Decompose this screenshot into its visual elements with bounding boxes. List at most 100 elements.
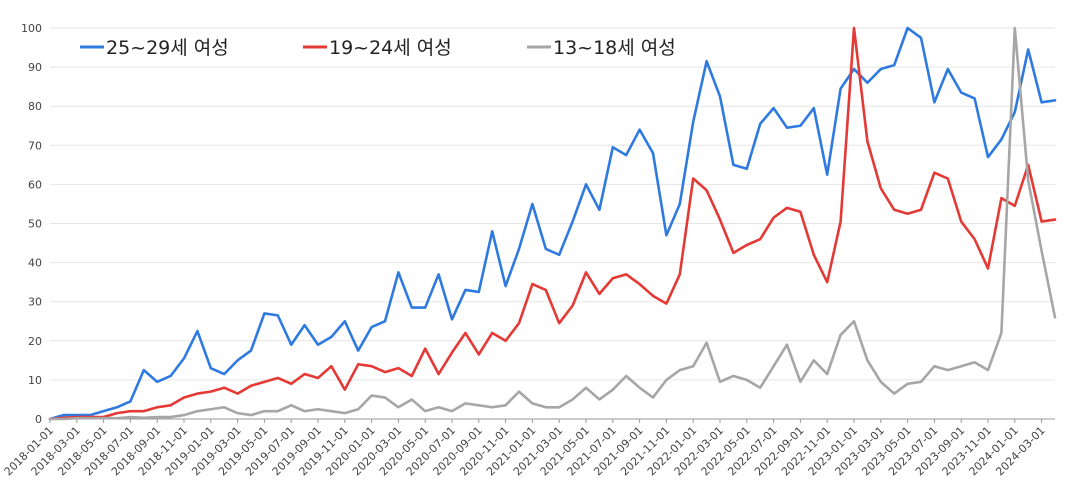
data-point (410, 306, 414, 310)
data-point (437, 372, 441, 376)
data-point (370, 394, 374, 398)
data-point (396, 270, 400, 274)
data-point (906, 26, 910, 30)
data-point (383, 319, 387, 323)
data-point (571, 220, 575, 224)
data-point (611, 388, 615, 392)
data-point (182, 356, 186, 360)
data-point (450, 317, 454, 321)
data-point (477, 403, 481, 407)
data-point (249, 384, 253, 388)
data-point (664, 378, 668, 382)
data-point (61, 417, 65, 421)
data-point (128, 399, 132, 403)
data-point (691, 120, 695, 124)
data-point (316, 376, 320, 380)
data-point (557, 321, 561, 325)
data-point (450, 351, 454, 355)
data-point (959, 220, 963, 224)
data-point (973, 360, 977, 364)
data-point (678, 202, 682, 206)
y-tick-label: 60 (28, 178, 42, 191)
data-point (396, 366, 400, 370)
data-point (450, 409, 454, 413)
data-point (758, 386, 762, 390)
data-point (812, 253, 816, 257)
data-point (651, 294, 655, 298)
y-tick-label: 100 (21, 22, 42, 35)
data-point (638, 128, 642, 132)
data-point (544, 288, 548, 292)
data-point (865, 139, 869, 143)
data-point (999, 331, 1003, 335)
data-point (236, 411, 240, 415)
data-point (691, 364, 695, 368)
data-point (852, 26, 856, 30)
data-point (169, 374, 173, 378)
data-point (839, 220, 843, 224)
series-line-3 (48, 26, 1057, 421)
data-point (303, 323, 307, 327)
data-point (142, 409, 146, 413)
data-point (731, 163, 735, 167)
data-point (798, 210, 802, 214)
data-point (504, 284, 508, 288)
data-point (664, 302, 668, 306)
data-point (329, 364, 333, 368)
data-point (731, 374, 735, 378)
data-point (463, 331, 467, 335)
data-point (772, 106, 776, 110)
data-point (839, 333, 843, 337)
data-point (155, 380, 159, 384)
data-point (785, 206, 789, 210)
data-point (463, 401, 467, 405)
data-point (611, 276, 615, 280)
data-point (142, 368, 146, 372)
data-point (517, 247, 521, 251)
data-point (597, 292, 601, 296)
data-point (946, 368, 950, 372)
data-point (772, 364, 776, 368)
data-point (128, 409, 132, 413)
data-point (477, 352, 481, 356)
data-point (423, 347, 427, 351)
legend-label-3: 13~18세 여성 (553, 37, 676, 59)
data-point (356, 349, 360, 353)
data-point (892, 392, 896, 396)
data-point (638, 282, 642, 286)
data-point (155, 415, 159, 419)
data-point (946, 67, 950, 71)
data-point (1053, 315, 1057, 319)
data-point (303, 409, 307, 413)
data-point (772, 216, 776, 220)
data-point (169, 403, 173, 407)
data-point (370, 364, 374, 368)
data-point (946, 177, 950, 181)
data-point (356, 407, 360, 411)
data-point (195, 392, 199, 396)
data-point (745, 167, 749, 171)
data-point (504, 403, 508, 407)
data-point (852, 67, 856, 71)
data-point (1053, 218, 1057, 222)
data-point (490, 405, 494, 409)
data-point (249, 413, 253, 417)
data-point (544, 405, 548, 409)
series-line-2 (48, 26, 1057, 421)
data-point (611, 145, 615, 149)
data-point (906, 212, 910, 216)
data-point (718, 94, 722, 98)
data-point (1013, 204, 1017, 208)
data-point (102, 409, 106, 413)
y-tick-label: 80 (28, 100, 42, 113)
data-point (303, 372, 307, 376)
data-point (490, 229, 494, 233)
data-point (463, 288, 467, 292)
x-axis: 2018-01-012018-03-012018-05-012018-07-01… (2, 419, 1048, 478)
data-point (973, 237, 977, 241)
data-point (584, 270, 588, 274)
gridlines (50, 27, 1055, 420)
data-point (276, 409, 280, 413)
data-point (932, 171, 936, 175)
data-point (705, 188, 709, 192)
